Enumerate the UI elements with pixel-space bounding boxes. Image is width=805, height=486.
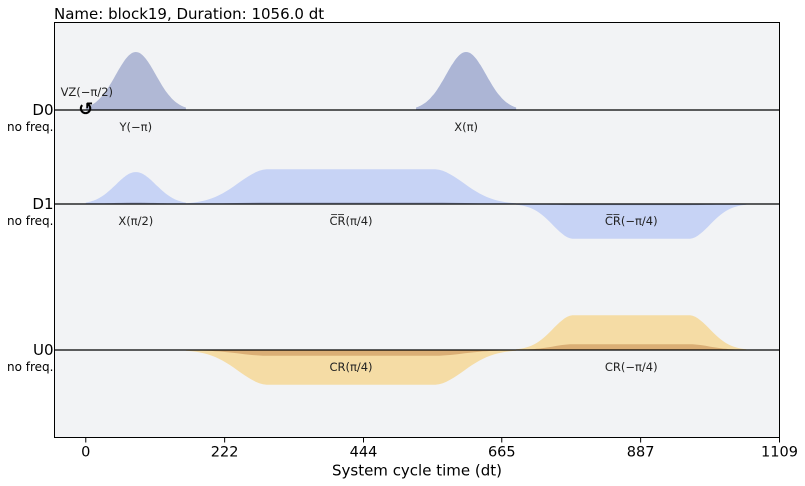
x-axis-label: System cycle time (dt) [332,462,502,480]
x-tick-label-4: 887 [627,445,655,461]
d1-channel-name: D1 [32,195,53,213]
rotate-icon: ↺ [78,99,93,120]
x-tick-label-2: 444 [350,445,378,461]
x-axis: 0 222 444 665 887 1109 [81,437,798,461]
d1-pulse-0-label: X(π/2) [118,214,153,228]
d1-pulse-1-label: C̅R̅(π/4) [329,213,372,228]
x-tick-label-1: 222 [211,445,239,461]
u0-pulse-1-label: CR(−π/4) [605,360,658,374]
frame-change-layer: VZ(−π/2)↺ [61,85,113,120]
x-tick-label-3: 665 [488,445,516,461]
x-tick-label-0: 0 [81,445,90,461]
u0-pulse-1-real [516,315,747,350]
d0-pulse-1-imag [416,52,517,110]
u0-channel-name: U0 [33,341,54,359]
d0-pulse-1-label: X(π) [454,120,478,134]
instruction-labels: Y(−π) X(π) X(π/2) C̅R̅(π/4) C̅R̅(−π/4) CR(π/4… [118,120,657,374]
d0-pulse-0-imag [85,52,186,110]
d1-pulse-2-label: C̅R̅(−π/4) [605,213,658,228]
plot-frame [54,22,780,438]
u0-pulse-0-real [185,350,517,385]
u0-pulse-0-imag [185,350,517,356]
u0-pulse-1-imag [516,344,747,350]
d1-pulse-1-real [185,169,517,204]
d1-pulse-0-real [85,172,186,204]
x-tick-label-5: 1109 [761,445,798,461]
d1-freq-label: no freq. [7,214,53,228]
d0-frame-change-label: VZ(−π/2) [61,85,113,99]
d0-freq-label: no freq. [7,120,53,134]
d0-pulse-0-label: Y(−π) [119,120,153,134]
d1-pulse-2-real [516,204,747,239]
channel-baselines [54,109,780,351]
chart-title: Name: block19, Duration: 1056.0 dt [54,5,324,23]
u0-pulse-0-label: CR(π/4) [329,360,372,374]
u0-freq-label: no freq. [7,360,53,374]
d0-channel-name: D0 [32,101,53,119]
